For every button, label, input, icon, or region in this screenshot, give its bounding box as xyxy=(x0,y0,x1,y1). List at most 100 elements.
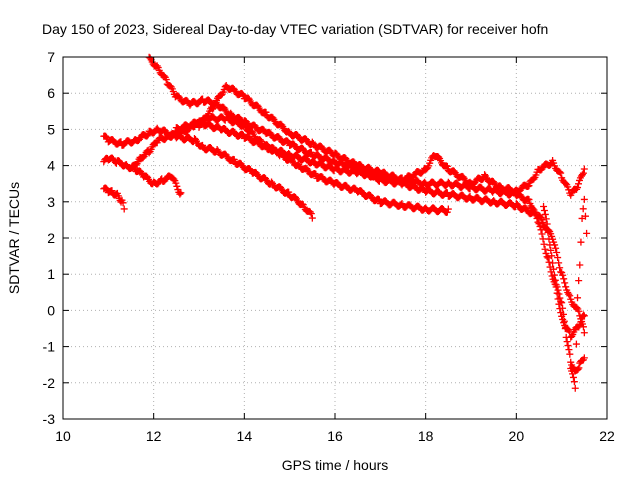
data-point xyxy=(108,187,116,195)
data-point xyxy=(574,365,582,373)
data-point xyxy=(574,294,582,302)
data-point xyxy=(173,182,181,190)
data-point xyxy=(570,378,578,386)
data-point xyxy=(559,315,567,323)
series-layer xyxy=(100,53,591,392)
data-point xyxy=(556,264,564,272)
data-point xyxy=(307,148,315,156)
data-point xyxy=(170,175,178,183)
series-track-2 xyxy=(100,154,185,198)
data-point xyxy=(553,249,561,257)
data-point xyxy=(525,182,533,190)
data-point xyxy=(579,311,587,319)
data-point xyxy=(308,214,316,222)
series-track-4 xyxy=(127,113,452,217)
data-point xyxy=(571,384,579,392)
data-point xyxy=(435,153,443,161)
data-point xyxy=(533,215,541,223)
data-point xyxy=(524,183,532,191)
data-point xyxy=(557,298,565,306)
data-point xyxy=(311,169,319,177)
data-point xyxy=(540,240,548,248)
data-point xyxy=(558,299,566,307)
data-point xyxy=(574,184,582,192)
data-point xyxy=(307,210,315,218)
x-tick-label: 10 xyxy=(55,428,71,444)
data-point xyxy=(177,189,185,197)
data-point xyxy=(569,373,577,381)
data-point xyxy=(443,208,451,216)
data-point xyxy=(540,206,548,214)
data-point xyxy=(530,175,538,183)
data-point xyxy=(557,169,565,177)
data-point xyxy=(119,199,127,207)
data-point xyxy=(566,292,574,300)
data-point xyxy=(160,72,168,80)
data-point xyxy=(553,283,561,291)
data-point xyxy=(222,151,230,159)
data-point xyxy=(559,304,567,312)
series-track-7 xyxy=(172,117,588,199)
data-point xyxy=(551,276,559,284)
data-point xyxy=(580,165,588,173)
data-point xyxy=(580,195,588,203)
data-point xyxy=(564,342,572,350)
data-point xyxy=(577,318,585,326)
series-track-9 xyxy=(567,195,591,392)
data-point xyxy=(566,350,574,358)
data-point xyxy=(581,212,589,220)
data-point xyxy=(540,202,548,210)
data-point xyxy=(572,340,580,348)
data-point xyxy=(554,254,562,262)
data-point xyxy=(278,121,286,129)
data-point xyxy=(556,294,564,302)
data-point xyxy=(534,218,542,226)
data-point xyxy=(172,179,180,187)
data-point xyxy=(145,149,153,157)
y-tick-label: -3 xyxy=(43,411,56,427)
data-point xyxy=(238,90,246,98)
data-point xyxy=(269,114,277,122)
data-point xyxy=(238,130,246,138)
data-point xyxy=(103,133,111,141)
data-point xyxy=(176,190,184,198)
data-point xyxy=(559,271,567,279)
data-point xyxy=(569,370,577,378)
data-point xyxy=(544,254,552,262)
x-tick-label: 12 xyxy=(146,428,162,444)
y-tick-label: 4 xyxy=(47,158,55,174)
data-point xyxy=(576,321,584,329)
data-point xyxy=(580,329,588,337)
data-point xyxy=(536,222,544,230)
data-point xyxy=(552,244,560,252)
data-point xyxy=(575,323,583,331)
data-point xyxy=(544,228,552,236)
data-point xyxy=(541,210,549,218)
data-point xyxy=(545,235,553,243)
data-point xyxy=(546,241,554,249)
data-point xyxy=(542,249,550,257)
data-point xyxy=(556,168,564,176)
data-point xyxy=(583,229,591,237)
data-point xyxy=(444,205,452,213)
data-point xyxy=(580,312,588,320)
data-point xyxy=(285,188,293,196)
x-axis-label: GPS time / hours xyxy=(282,457,389,473)
grid-lines xyxy=(63,57,607,419)
data-point xyxy=(580,354,588,362)
y-tick-label: 2 xyxy=(47,230,55,246)
data-point xyxy=(579,205,587,213)
data-point xyxy=(549,259,557,267)
data-point xyxy=(162,76,170,84)
data-point xyxy=(555,290,563,298)
data-point xyxy=(261,175,269,183)
data-point xyxy=(537,226,545,234)
data-point xyxy=(565,290,573,298)
y-tick-label: 1 xyxy=(47,266,55,282)
data-point xyxy=(575,277,583,285)
x-tick-label: 16 xyxy=(327,428,343,444)
y-tick-label: 7 xyxy=(47,49,55,65)
data-point xyxy=(137,167,145,175)
